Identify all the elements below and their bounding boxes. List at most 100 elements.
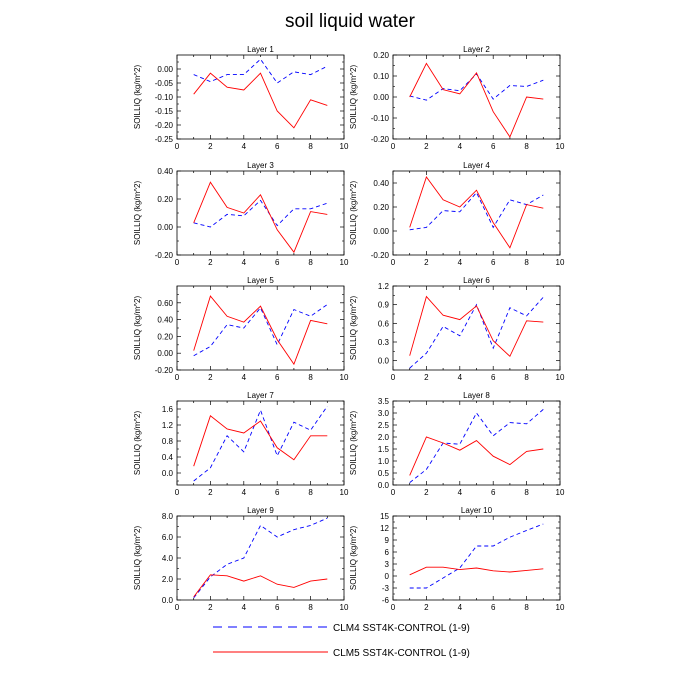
x-tick-label: 6 <box>275 603 280 612</box>
y-tick-label: 0.00 <box>157 349 173 358</box>
y-tick-label: 0.0 <box>162 469 174 478</box>
x-tick-label: 8 <box>308 603 313 612</box>
plot-frame <box>392 285 561 371</box>
panel-layer-3: Layer 3 SOILLIQ (kg/m^2) 0 2 4 6 8 10 -0.20 0.00 0… <box>133 161 349 267</box>
x-tick-label: 8 <box>524 142 529 151</box>
panel-title: Layer 1 <box>247 45 274 54</box>
y-tick-label: 4.0 <box>162 554 174 563</box>
x-tick-label: 0 <box>175 603 180 612</box>
y-tick-label: 0.20 <box>373 203 389 212</box>
x-tick-label: 6 <box>491 488 496 497</box>
x-tick-label: 4 <box>458 603 463 612</box>
x-tick-label: 4 <box>242 603 247 612</box>
plot-frame <box>392 54 561 140</box>
y-tick-label: 12 <box>380 524 389 533</box>
series-line-clm4 <box>193 517 328 599</box>
y-tick-label: 1.0 <box>378 457 390 466</box>
panel-layer-1: Layer 1 SOILLIQ (kg/m^2) 0 2 4 6 8 10 -0.25 -0.20… <box>133 45 349 151</box>
y-tick-label: 1.2 <box>162 421 174 430</box>
y-tick-label: 8.0 <box>162 512 174 521</box>
series-line-clm5 <box>409 62 544 138</box>
y-tick-label: -0.20 <box>371 251 390 260</box>
series-line-clm4 <box>193 304 328 357</box>
panel-layer-9: Layer 9 SOILLIQ (kg/m^2) 0 2 4 6 8 10 0.0 2.0 4.0 6… <box>133 506 349 612</box>
x-tick-label: 0 <box>391 488 396 497</box>
y-tick-label: 0.60 <box>157 299 173 308</box>
x-tick-label: 2 <box>208 603 213 612</box>
panel-title: Layer 8 <box>463 391 490 400</box>
x-tick-label: 6 <box>491 258 496 267</box>
y-tick-label: -0.20 <box>155 366 174 375</box>
x-tick-label: 0 <box>175 488 180 497</box>
y-axis-label: SOILLIQ (kg/m^2) <box>349 526 358 591</box>
y-tick-label: 1.2 <box>378 282 390 291</box>
x-tick-label: 0 <box>391 258 396 267</box>
x-tick-label: 0 <box>391 373 396 382</box>
panel-layer-7: Layer 7 SOILLIQ (kg/m^2) 0 2 4 6 8 10 0.0 0.4 0.8 1… <box>133 391 349 497</box>
y-axis-label: SOILLIQ (kg/m^2) <box>349 411 358 476</box>
legend-label-clm4: CLM4 SST4K-CONTROL (1-9) <box>333 623 470 634</box>
x-tick-label: 2 <box>208 258 213 267</box>
y-tick-label: 0.0 <box>162 596 174 605</box>
x-tick-label: 4 <box>458 258 463 267</box>
x-tick-label: 8 <box>524 488 529 497</box>
y-tick-label: 0.40 <box>157 167 173 176</box>
y-tick-label: 0.8 <box>162 437 174 446</box>
series-line-clm5 <box>193 574 328 598</box>
y-tick-label: 0.00 <box>157 65 173 74</box>
y-tick-label: -0.20 <box>155 121 174 130</box>
y-tick-label: 0.40 <box>157 316 173 325</box>
y-tick-label: 0.9 <box>378 301 390 310</box>
y-tick-label: 0.3 <box>378 338 390 347</box>
x-tick-label: 2 <box>424 258 429 267</box>
y-tick-label: 2.0 <box>162 575 174 584</box>
x-tick-label: 8 <box>308 488 313 497</box>
x-tick-label: 0 <box>391 142 396 151</box>
panel-grid: Layer 1 SOILLIQ (kg/m^2) 0 2 4 6 8 10 -0.25 -0.20… <box>133 45 565 612</box>
x-tick-label: 2 <box>424 142 429 151</box>
y-tick-label: 0.4 <box>162 453 174 462</box>
panel-layer-10: Layer 10 SOILLIQ (kg/m^2) 0 2 4 6 8 10 -6 -3 0 3 6 9 1… <box>349 506 565 612</box>
series-line-clm5 <box>193 295 328 366</box>
y-tick-label: -0.10 <box>371 114 390 123</box>
x-tick-label: 6 <box>275 488 280 497</box>
y-axis-label: SOILLIQ (kg/m^2) <box>349 181 358 246</box>
y-tick-label: 1.6 <box>162 405 174 414</box>
y-tick-label: 2.5 <box>378 421 390 430</box>
y-tick-label: 6 <box>385 548 390 557</box>
series-line-clm5 <box>193 72 328 129</box>
panel-layer-2: Layer 2 SOILLIQ (kg/m^2) 0 2 4 6 8 10 -0.20 -0.10… <box>349 45 565 151</box>
y-axis-label: SOILLIQ (kg/m^2) <box>133 411 142 476</box>
y-tick-label: 0.5 <box>378 469 390 478</box>
x-tick-label: 8 <box>524 603 529 612</box>
y-tick-label: 0.00 <box>373 227 389 236</box>
y-tick-label: 0.10 <box>373 72 389 81</box>
y-tick-label: -0.20 <box>155 251 174 260</box>
x-tick-label: 8 <box>524 373 529 382</box>
x-tick-label: 4 <box>242 258 247 267</box>
panel-title: Layer 7 <box>247 391 274 400</box>
y-tick-label: -3 <box>382 584 390 593</box>
series-line-clm4 <box>409 191 544 231</box>
y-tick-label: 0.0 <box>378 357 390 366</box>
y-tick-label: -0.10 <box>155 93 174 102</box>
y-axis-label: SOILLIQ (kg/m^2) <box>349 65 358 130</box>
series-line-clm4 <box>193 405 328 482</box>
y-tick-label: 0.00 <box>373 93 389 102</box>
series-line-clm4 <box>409 409 544 483</box>
x-tick-label: 6 <box>275 258 280 267</box>
series-line-clm5 <box>193 415 328 467</box>
plot-frame <box>176 285 345 371</box>
panel-title: Layer 2 <box>463 45 490 54</box>
x-tick-label: 4 <box>458 142 463 151</box>
series-line-clm5 <box>409 436 544 476</box>
plot-frame <box>176 400 345 486</box>
x-tick-label: 8 <box>308 258 313 267</box>
x-tick-label: 0 <box>175 373 180 382</box>
y-tick-label: -0.05 <box>155 79 174 88</box>
series-line-clm5 <box>193 181 328 254</box>
x-tick-label: 6 <box>275 142 280 151</box>
x-tick-label: 8 <box>308 373 313 382</box>
x-tick-label: 10 <box>340 603 349 612</box>
